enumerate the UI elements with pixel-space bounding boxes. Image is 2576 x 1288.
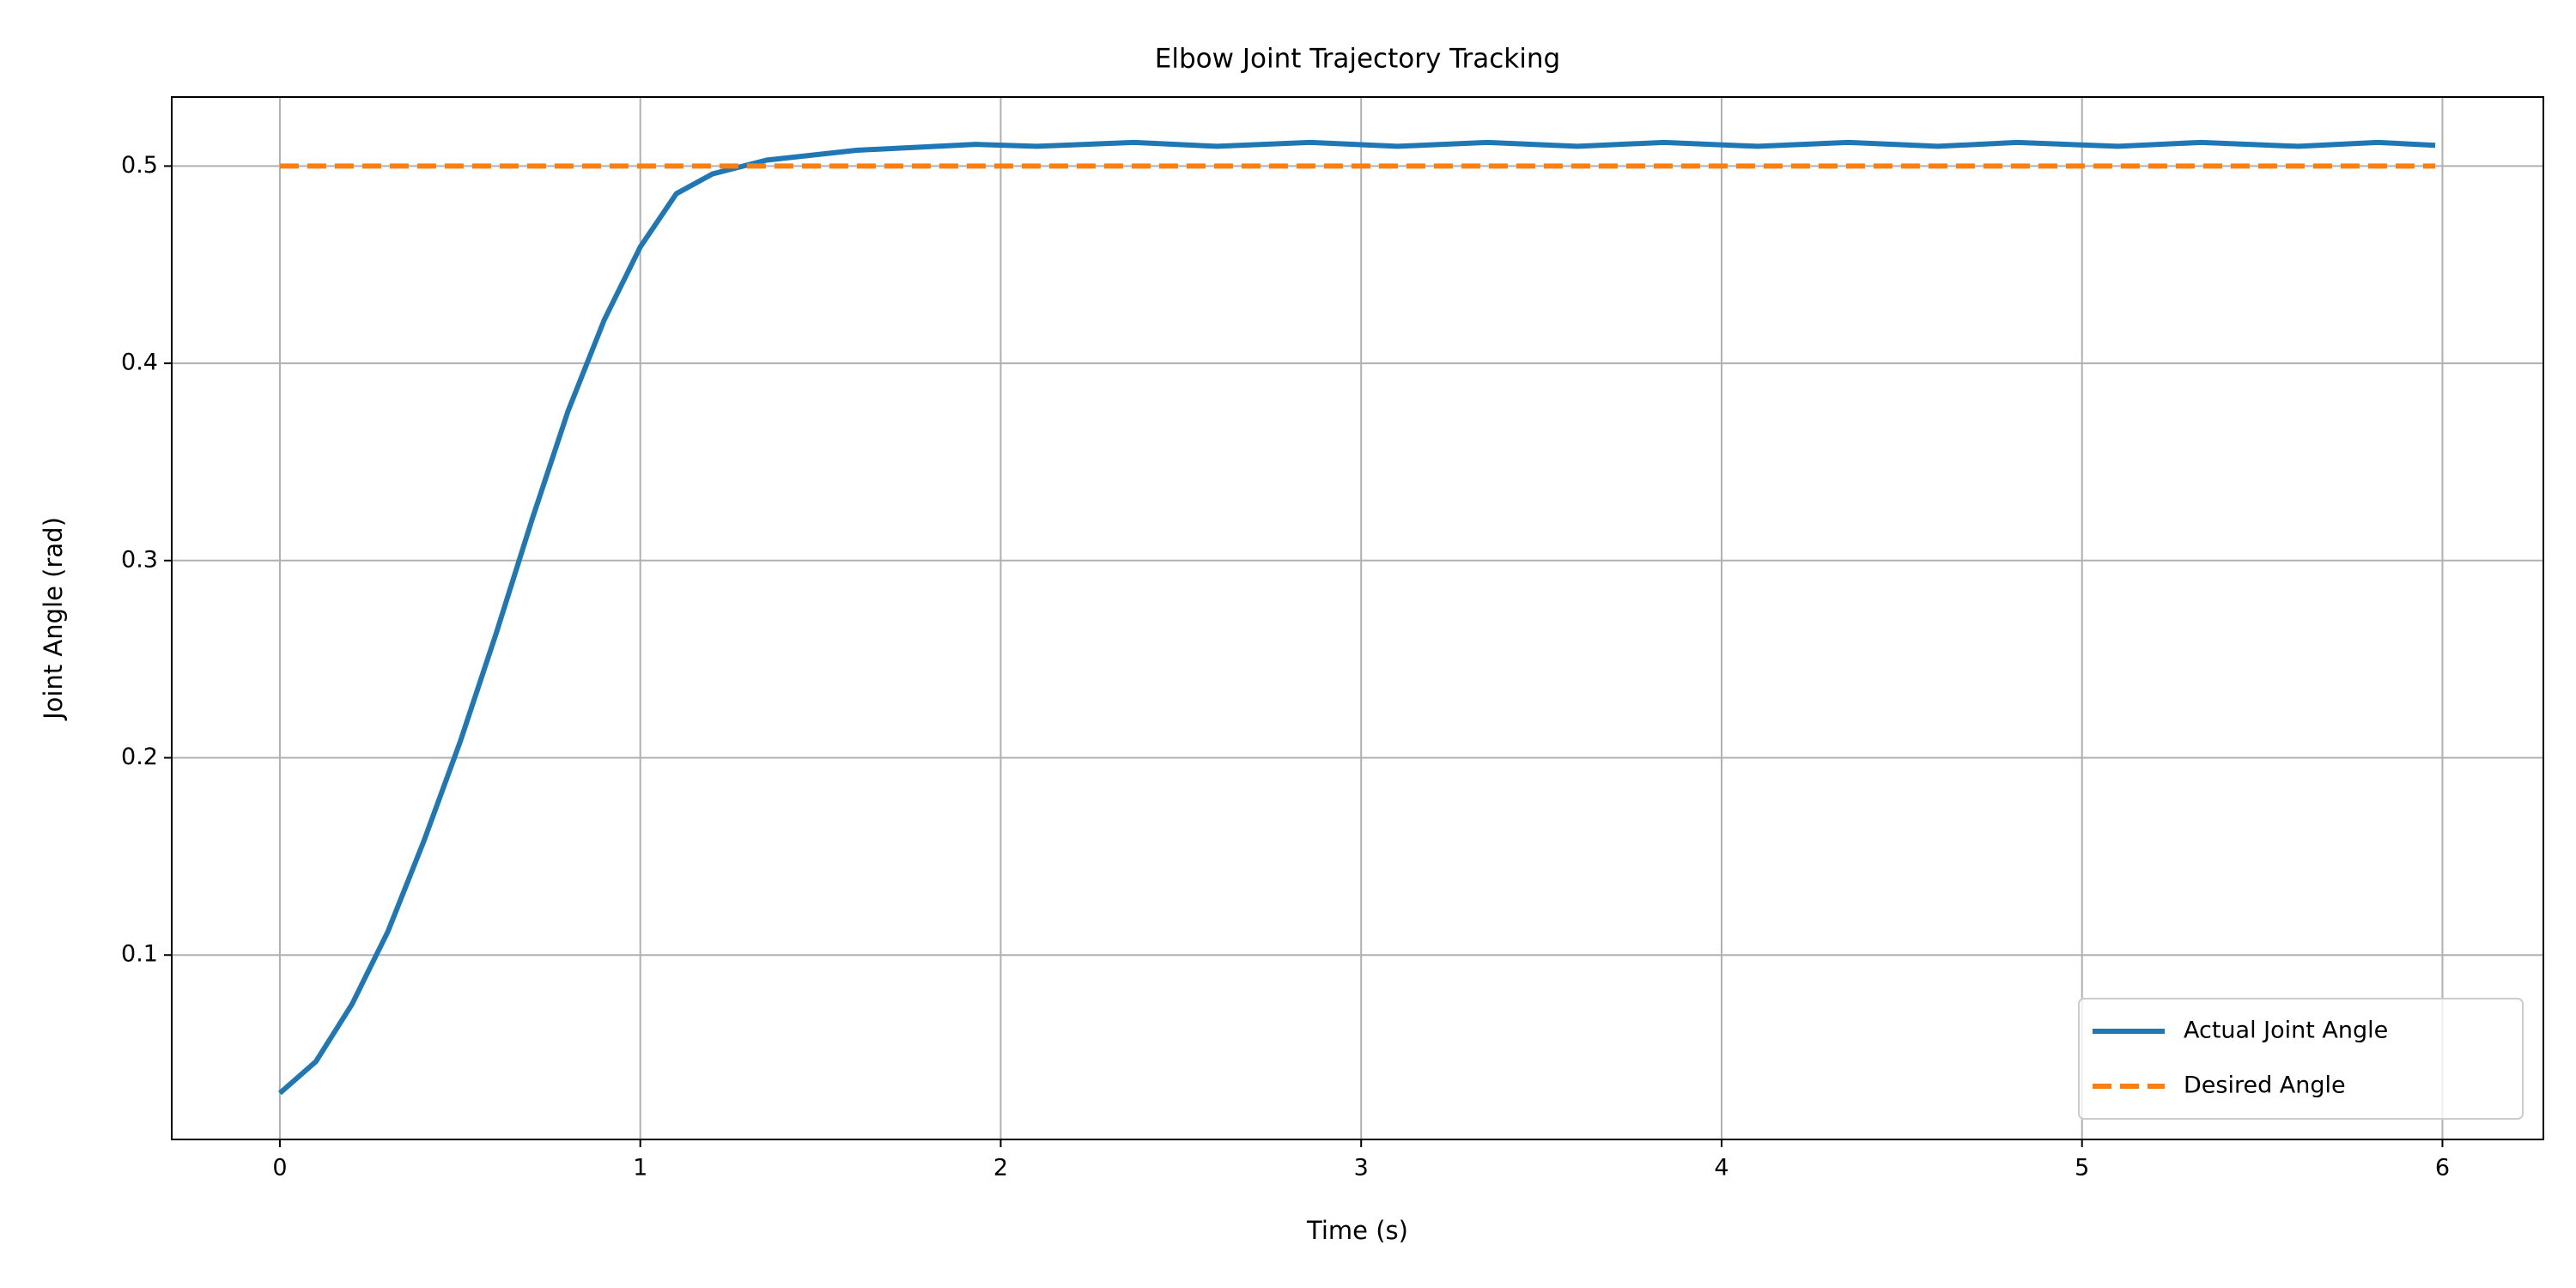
legend-label: Actual Joint Angle <box>2184 1018 2388 1044</box>
y-tick-label: 0.2 <box>121 744 158 770</box>
x-tick-label: 5 <box>2075 1155 2089 1182</box>
line-series <box>277 139 2436 1096</box>
x-tick-label: 6 <box>2435 1155 2450 1182</box>
legend-label: Desired Angle <box>2184 1072 2346 1099</box>
chart-title: Elbow Joint Trajectory Tracking <box>1155 44 1560 75</box>
plot-frame <box>171 96 2544 1140</box>
x-tick-label: 1 <box>633 1155 647 1182</box>
x-tick-label: 2 <box>993 1155 1008 1182</box>
y-axis-label: Joint Angle (rad) <box>39 517 68 721</box>
y-tick-label: 0.1 <box>121 941 158 968</box>
x-tick-label: 0 <box>272 1155 287 1182</box>
y-tick-label: 0.4 <box>121 349 158 376</box>
x-tick-label: 3 <box>1354 1155 1369 1182</box>
x-tick-label: 4 <box>1714 1155 1728 1182</box>
x-axis-label: Time (s) <box>1306 1216 1408 1245</box>
y-tick-label: 0.3 <box>121 546 158 573</box>
legend-box <box>2078 998 2524 1120</box>
y-tick-label: 0.5 <box>121 152 158 179</box>
